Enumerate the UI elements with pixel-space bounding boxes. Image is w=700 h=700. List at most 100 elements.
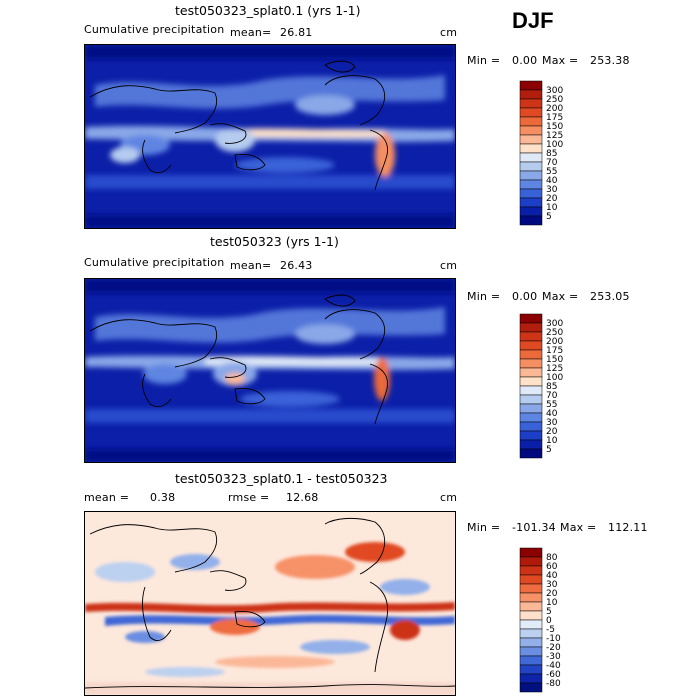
colorbar-tick-label: 20 bbox=[546, 427, 558, 437]
panel2-max-label: Max = bbox=[542, 290, 579, 303]
panel3-rmse-label: rmse = bbox=[228, 491, 270, 504]
colorbar-swatch bbox=[519, 592, 543, 603]
colorbar-tick-label: 250 bbox=[546, 95, 563, 105]
colorbar-swatch bbox=[519, 439, 543, 450]
colorbar-tick-label: 175 bbox=[546, 113, 563, 123]
colorbar-tick-label: 20 bbox=[546, 194, 558, 204]
colorbar-swatch bbox=[519, 179, 543, 190]
colorbar-tick-label: 300 bbox=[546, 319, 563, 329]
panel3-title: test050323_splat0.1 - test050323 bbox=[175, 471, 388, 486]
colorbar-tick-label: 150 bbox=[546, 355, 563, 365]
colorbar-tick-label: -80 bbox=[546, 679, 561, 689]
panel3-map-canvas bbox=[85, 512, 455, 695]
colorbar-tick-label: 40 bbox=[546, 176, 558, 186]
panel1-map-canvas bbox=[85, 45, 455, 228]
panel1-colorbar: 300 250 200 175 150 125 100 85 70 55 40 30 20 10 5 bbox=[519, 80, 599, 226]
colorbar-swatch bbox=[519, 673, 543, 684]
colorbar-tick-label: 60 bbox=[546, 562, 558, 572]
colorbar-swatch bbox=[519, 565, 543, 576]
colorbar-tick-label: 5 bbox=[546, 445, 552, 455]
panel1-min-label: Min = bbox=[467, 54, 501, 67]
colorbar-swatch bbox=[519, 637, 543, 648]
colorbar-tick-label: 40 bbox=[546, 409, 558, 419]
colorbar-swatch bbox=[519, 610, 543, 621]
panel3-max-value: 112.11 bbox=[608, 521, 648, 534]
colorbar-tick-label: 100 bbox=[546, 140, 563, 150]
colorbar-swatch bbox=[519, 376, 543, 387]
colorbar-tick-label: 70 bbox=[546, 391, 558, 401]
colorbar-tick-label: 0 bbox=[546, 616, 552, 626]
colorbar-tick-label: 70 bbox=[546, 158, 558, 168]
colorbar-tick-label: 40 bbox=[546, 571, 558, 581]
panel2-coastlines bbox=[89, 294, 388, 425]
colorbar-tick-label: -10 bbox=[546, 634, 561, 644]
panel2-max-value: 253.05 bbox=[590, 290, 630, 303]
colorbar-swatch bbox=[519, 547, 543, 558]
colorbar-tick-label: -40 bbox=[546, 661, 561, 671]
colorbar-tick-label: 80 bbox=[546, 553, 558, 563]
colorbar-swatch bbox=[519, 188, 543, 199]
colorbar-swatch bbox=[519, 430, 543, 441]
panel1-mean-value: 26.81 bbox=[280, 26, 313, 39]
panel3-max-label: Max = bbox=[560, 521, 597, 534]
colorbar-tick-label: 10 bbox=[546, 203, 558, 213]
colorbar-tick-label: 85 bbox=[546, 149, 557, 159]
colorbar-tick-label: 85 bbox=[546, 382, 557, 392]
colorbar-tick-label: 125 bbox=[546, 131, 563, 141]
panel3-min-value: -101.34 bbox=[512, 521, 556, 534]
colorbar-tick-label: 30 bbox=[546, 185, 558, 195]
colorbar-swatch bbox=[519, 125, 543, 136]
colorbar-tick-label: 300 bbox=[546, 86, 563, 96]
colorbar-swatch bbox=[519, 322, 543, 333]
panel1-field-label: Cumulative precipitation bbox=[84, 23, 225, 36]
panel2-mean-label: mean= bbox=[230, 259, 272, 272]
colorbar-tick-label: -20 bbox=[546, 643, 561, 653]
colorbar-swatch bbox=[519, 331, 543, 342]
panel2-map bbox=[84, 278, 456, 463]
colorbar-swatch bbox=[519, 655, 543, 666]
panel1-mean-label: mean= bbox=[230, 26, 272, 39]
panel3-map bbox=[84, 511, 456, 696]
colorbar-swatch bbox=[519, 206, 543, 217]
colorbar-swatch bbox=[519, 682, 543, 693]
colorbar-tick-label: 200 bbox=[546, 337, 563, 347]
colorbar-swatch bbox=[519, 340, 543, 351]
colorbar-tick-label: 10 bbox=[546, 598, 558, 608]
panel3-mean-value: 0.38 bbox=[150, 491, 176, 504]
panel1-min-value: 0.00 bbox=[512, 54, 538, 67]
colorbar-tick-label: 10 bbox=[546, 436, 558, 446]
panel2-map-canvas bbox=[85, 279, 455, 462]
panel1-max-value: 253.38 bbox=[590, 54, 630, 67]
colorbar-tick-label: 5 bbox=[546, 212, 552, 222]
panel3-coastlines bbox=[85, 517, 455, 689]
colorbar-swatch bbox=[519, 80, 543, 91]
panel2-colorbar: 300 250 200 175 150 125 100 85 70 55 40 30 20 10 5 bbox=[519, 313, 599, 459]
colorbar-tick-label: 30 bbox=[546, 418, 558, 428]
colorbar-swatch bbox=[519, 116, 543, 127]
panel2-units: cm bbox=[440, 259, 458, 272]
colorbar-tick-label: 30 bbox=[546, 580, 558, 590]
colorbar-swatch bbox=[519, 628, 543, 639]
panel1-units: cm bbox=[440, 26, 458, 39]
colorbar-swatch bbox=[519, 215, 543, 226]
colorbar-tick-label: 55 bbox=[546, 400, 557, 410]
colorbar-swatch bbox=[519, 161, 543, 172]
colorbar-swatch bbox=[519, 152, 543, 163]
panel1-coastlines bbox=[89, 60, 388, 191]
panel2-background bbox=[85, 279, 455, 462]
colorbar-tick-label: 175 bbox=[546, 346, 563, 356]
colorbar-swatch bbox=[519, 394, 543, 405]
colorbar-tick-label: 55 bbox=[546, 167, 557, 177]
panel2-mean-value: 26.43 bbox=[280, 259, 313, 272]
panel2-field-label: Cumulative precipitation bbox=[84, 256, 225, 269]
panel2-title: test050323 (yrs 1-1) bbox=[210, 234, 339, 249]
colorbar-tick-label: 200 bbox=[546, 104, 563, 114]
colorbar-swatch bbox=[519, 574, 543, 585]
panel3-colorbar: 80 60 40 30 20 10 5 0 -5 -10 -20 -30 -40 -60 -80 bbox=[519, 547, 599, 693]
colorbar-swatch bbox=[519, 601, 543, 612]
colorbar-swatch bbox=[519, 170, 543, 181]
panel2-min-label: Min = bbox=[467, 290, 501, 303]
